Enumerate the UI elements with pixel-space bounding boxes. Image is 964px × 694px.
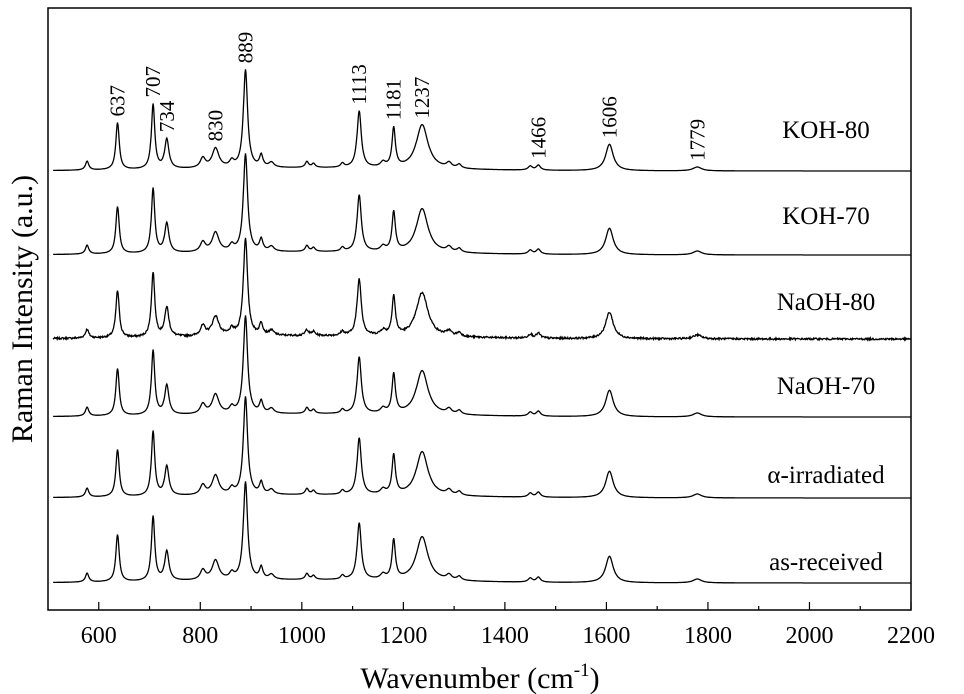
x-tick-label: 2000	[785, 623, 833, 649]
x-tick-label: 1200	[379, 623, 427, 649]
x-tick-label: 1000	[278, 623, 326, 649]
peak-label: 1237	[410, 77, 434, 119]
spectrum-line-2	[52, 237, 912, 342]
x-axis-label: Wavenumber (cm-1)	[360, 660, 599, 694]
series-label: KOH-70	[782, 203, 870, 230]
spectrum-line-5	[53, 481, 911, 584]
series-label: NaOH-80	[777, 289, 876, 316]
spectrum-line-1	[53, 153, 911, 256]
peak-label: 1606	[598, 96, 622, 138]
x-axis-label-text: Wavenumber (cm	[360, 662, 573, 694]
peak-label: 734	[155, 100, 179, 132]
peak-label: 830	[204, 110, 228, 142]
x-tick-label: 1800	[684, 623, 732, 649]
x-axis-label-close: )	[590, 662, 600, 694]
series-labels: KOH-80 KOH-70 NaOH-80 NaOH-70 α-irradiated as…	[767, 117, 885, 576]
peak-label: 1181	[382, 79, 406, 120]
spectrum-line-4	[53, 396, 911, 499]
series-label: NaOH-70	[777, 373, 876, 400]
spectrum-line-3	[53, 315, 911, 418]
peak-label: 637	[106, 85, 130, 117]
x-tick-label: 1400	[481, 623, 529, 649]
peak-label: 1779	[685, 119, 709, 161]
peak-label: 1466	[526, 117, 550, 159]
x-axis-ticks: 600 800 1000 1200 1400 1600 1800 2000 2200	[81, 602, 935, 649]
series-label: KOH-80	[782, 117, 870, 144]
spectra-group	[52, 69, 912, 584]
peak-label: 707	[141, 66, 165, 98]
y-axis-label: Raman Intensity (a.u.)	[6, 175, 39, 443]
x-tick-label: 2200	[887, 623, 935, 649]
x-tick-label: 1600	[582, 623, 630, 649]
plot-frame	[47, 7, 912, 611]
peak-label: 889	[234, 32, 258, 64]
x-tick-label: 800	[182, 623, 218, 649]
x-axis-label-superscript: -1	[574, 660, 590, 681]
series-label: α-irradiated	[767, 462, 885, 489]
series-label: as-received	[769, 549, 883, 576]
spectrum-line-0	[53, 69, 911, 172]
peak-label: 1113	[347, 64, 371, 104]
x-tick-label: 600	[81, 623, 117, 649]
